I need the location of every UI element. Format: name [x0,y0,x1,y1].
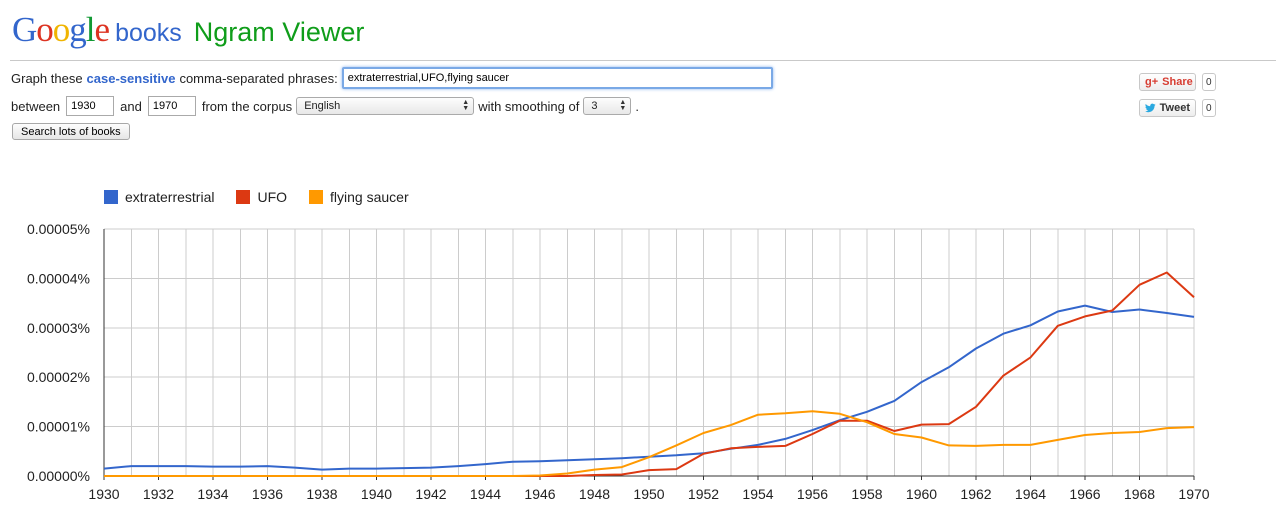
books-logo-text: books [115,19,182,47]
legend-label: UFO [257,189,288,205]
start-year-input[interactable] [66,96,115,116]
smoothing-select[interactable]: 3 ▲ ▼ [583,97,632,115]
corpus-select-value: English [304,100,341,112]
x-tick-label: 1962 [960,486,991,502]
y-tick-label: 0.00004% [27,270,90,286]
smoothing-label: with smoothing of [478,98,580,114]
y-tick-label: 0.00003% [27,320,90,336]
legend-item: UFO [236,189,287,205]
x-tick-label: 1958 [851,486,882,502]
google-plus-share: g+ Share 0 [1139,73,1216,91]
x-tick-label: 1952 [688,486,719,502]
x-tick-label: 1954 [742,486,773,502]
corpus-label: from the corpus [201,98,293,114]
x-tick-label: 1964 [1015,486,1046,502]
x-tick-label: 1946 [524,486,555,502]
tweet-button[interactable]: Tweet [1139,99,1196,117]
ngram-chart: 0.00000% 0.00001% 0.00002% 0.00003% 0.00004%… [27,221,1210,502]
legend-swatch [309,190,324,204]
between-label: between [11,98,61,114]
header-divider [10,60,1276,61]
share-button[interactable]: g+ Share [1139,73,1196,91]
x-tick-label: 1940 [361,486,392,502]
y-tick-label: 0.00001% [27,419,90,435]
case-sensitive-link[interactable]: case-sensitive [86,70,176,86]
graph-suffix-text: comma-separated phrases: [179,70,338,86]
legend-swatch [236,190,251,204]
google-logo-letter: l [85,10,96,49]
y-tick-label: 0.00000% [27,468,90,484]
x-tick-label: 1950 [633,486,664,502]
product-title: Ngram Viewer [193,17,365,47]
twitter-tweet: Tweet 0 [1139,99,1216,117]
google-logo: Google [12,10,111,50]
series-line-flying-saucer [104,410,1195,477]
y-tick-label: 0.00002% [27,369,90,385]
and-label: and [120,98,142,114]
legend-label: extraterrestrial [125,189,215,205]
google-logo-letter: o [52,10,70,49]
select-arrows-icon: ▲ ▼ [619,99,627,112]
x-tick-label: 1936 [252,486,283,502]
google-books-ngram-logo[interactable]: Google books Ngram Viewer [12,10,364,54]
google-logo-letter: o [36,10,53,49]
graph-prefix-text: Graph these [11,70,83,86]
google-logo-letter: G [12,10,37,49]
x-tick-label: 1966 [1069,486,1100,502]
phrases-input[interactable] [341,67,773,89]
x-tick-label: 1942 [415,486,446,502]
google-logo-letter: g [69,10,86,49]
end-year-input[interactable] [147,96,196,116]
chart-legend: extraterrestrial UFO flying saucer [104,189,431,205]
options-row: between and from the corpus English ▲▼ w… [11,94,639,118]
legend-swatch [104,190,118,204]
legend-label: flying saucer [330,189,409,205]
x-tick-label: 1970 [1178,486,1209,502]
x-tick-label: 1968 [1124,486,1155,502]
twitter-bird-icon [1145,103,1156,113]
share-count: 0 [1202,73,1216,91]
share-label: Share [1162,76,1193,88]
query-row: Graph these case-sensitive comma-separat… [11,66,773,90]
search-button[interactable]: Search lots of books [12,123,130,140]
smoothing-select-value: 3 [591,100,598,112]
tweet-count: 0 [1202,99,1216,117]
x-tick-label: 1948 [579,486,610,502]
tweet-label: Tweet [1159,102,1190,114]
x-tick-label: 1960 [906,486,937,502]
google-plus-icon: g+ [1145,76,1159,88]
corpus-select[interactable]: English ▲ ▼ [296,97,475,115]
x-tick-label: 1956 [797,486,828,502]
x-tick-label: 1932 [143,486,174,502]
x-tick-label: 1930 [88,486,119,502]
y-tick-label: 0.00005% [27,221,90,237]
x-tick-label: 1934 [197,486,228,502]
legend-item: extraterrestrial [104,189,214,205]
legend-item: flying saucer [309,189,409,205]
x-tick-label: 1944 [470,486,501,502]
period-text: . [635,98,639,114]
x-tick-label: 1938 [306,486,337,502]
google-logo-letter: e [94,10,111,49]
select-arrows-icon: ▲ ▼ [462,99,470,112]
